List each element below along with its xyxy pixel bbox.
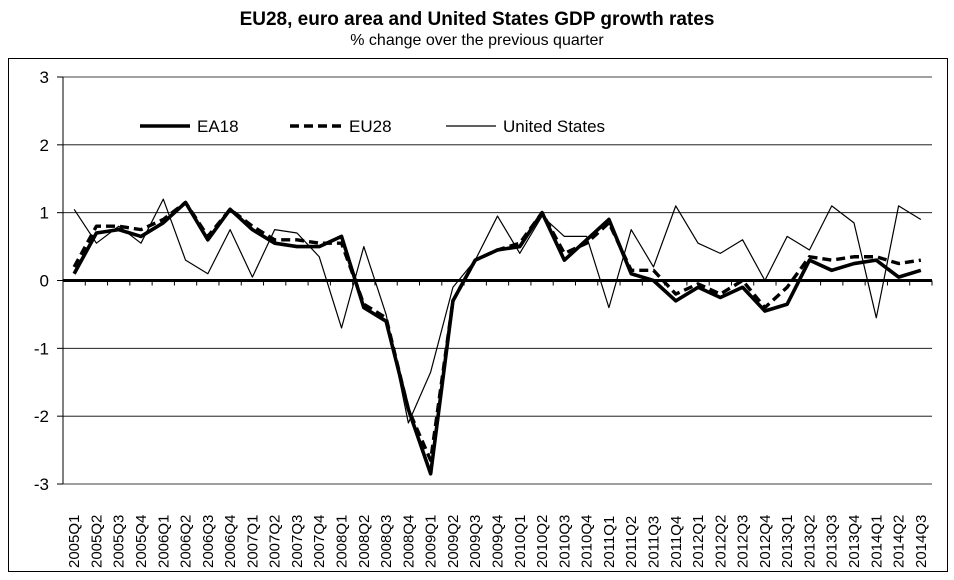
series-lines [72, 198, 922, 476]
chart-subtitle: % change over the previous quarter [350, 32, 604, 49]
x-tick-label: 2009Q2 [445, 515, 462, 568]
x-tick-label: 2007Q4 [311, 515, 328, 568]
x-tick-label: 2008Q4 [400, 515, 417, 568]
x-tick-label: 2012Q2 [712, 515, 729, 568]
x-tick-label: 2007Q2 [267, 515, 284, 568]
x-tick-label: 2009Q3 [467, 515, 484, 568]
x-tick-label: 2011Q3 [645, 516, 662, 568]
legend: EA18 EU28 United States [140, 117, 605, 136]
x-tick-label: 2005Q3 [111, 515, 128, 568]
x-tick-label: 2010Q4 [579, 515, 596, 568]
y-tick-label: -2 [34, 407, 49, 426]
y-tick-label: 3 [40, 68, 49, 87]
chart-frame [8, 58, 948, 572]
y-tick-label: -3 [34, 475, 49, 494]
x-tick-label: 2011Q2 [623, 516, 640, 568]
x-tick-label: 2006Q2 [178, 515, 195, 568]
x-tick-label: 2010Q1 [512, 515, 529, 568]
x-tick-label: 2013Q3 [824, 515, 841, 568]
series-line-eu28 [72, 200, 922, 462]
y-tick-label: -1 [34, 339, 49, 358]
x-tick-label: 2012Q1 [690, 515, 707, 568]
x-tick-label: 2007Q3 [289, 515, 306, 568]
x-tick-label: 2014Q2 [891, 515, 908, 568]
x-tick-label: 2012Q4 [757, 515, 774, 568]
y-tick-label: 1 [40, 204, 49, 223]
x-tick-label: 2011Q4 [668, 516, 685, 568]
x-tick-label: 2013Q4 [846, 515, 863, 568]
x-tick-label: 2010Q3 [556, 515, 573, 568]
x-tick-label: 2006Q1 [155, 515, 172, 568]
legend-label: United States [503, 117, 605, 136]
axes: 3 2 1 0 -1 -2 -3 2005Q1 2005Q2 2005Q3 2005Q4 2006Q1… [34, 68, 933, 568]
x-tick-label: 2005Q4 [133, 515, 150, 568]
x-tick-label: 2014Q3 [913, 515, 930, 568]
x-tick-label: 2013Q1 [779, 515, 796, 568]
x-tick-label: 2005Q2 [88, 515, 105, 568]
y-tick-label: 0 [40, 272, 49, 291]
legend-label: EA18 [197, 117, 239, 136]
legend-label: EU28 [349, 117, 392, 136]
x-tick-label: 2011Q1 [601, 516, 618, 568]
series-line-ea18 [72, 200, 922, 476]
x-tick-label: 2009Q1 [423, 515, 440, 568]
gridlines [63, 76, 932, 485]
x-tick-label: 2008Q3 [378, 515, 395, 568]
title-block: EU28, euro area and United States GDP gr… [0, 0, 954, 51]
x-tick-label: 2006Q4 [222, 515, 239, 568]
x-tick-label: 2012Q3 [735, 515, 752, 568]
x-tick-label: 2008Q2 [356, 515, 373, 568]
x-tick-label: 2009Q4 [490, 515, 507, 568]
x-tick-label: 2007Q1 [244, 515, 261, 568]
y-tick-label: 2 [40, 136, 49, 155]
chart-title: EU28, euro area and United States GDP gr… [239, 9, 715, 30]
x-tick-label: 2010Q2 [534, 515, 551, 568]
x-tick-label: 2006Q3 [200, 515, 217, 568]
x-tick-label: 2008Q1 [334, 515, 351, 568]
x-tick-label: 2013Q2 [801, 515, 818, 568]
series-line-united-states [73, 198, 922, 424]
x-tick-label: 2005Q1 [66, 515, 83, 568]
x-tick-label: 2014Q1 [868, 515, 885, 568]
